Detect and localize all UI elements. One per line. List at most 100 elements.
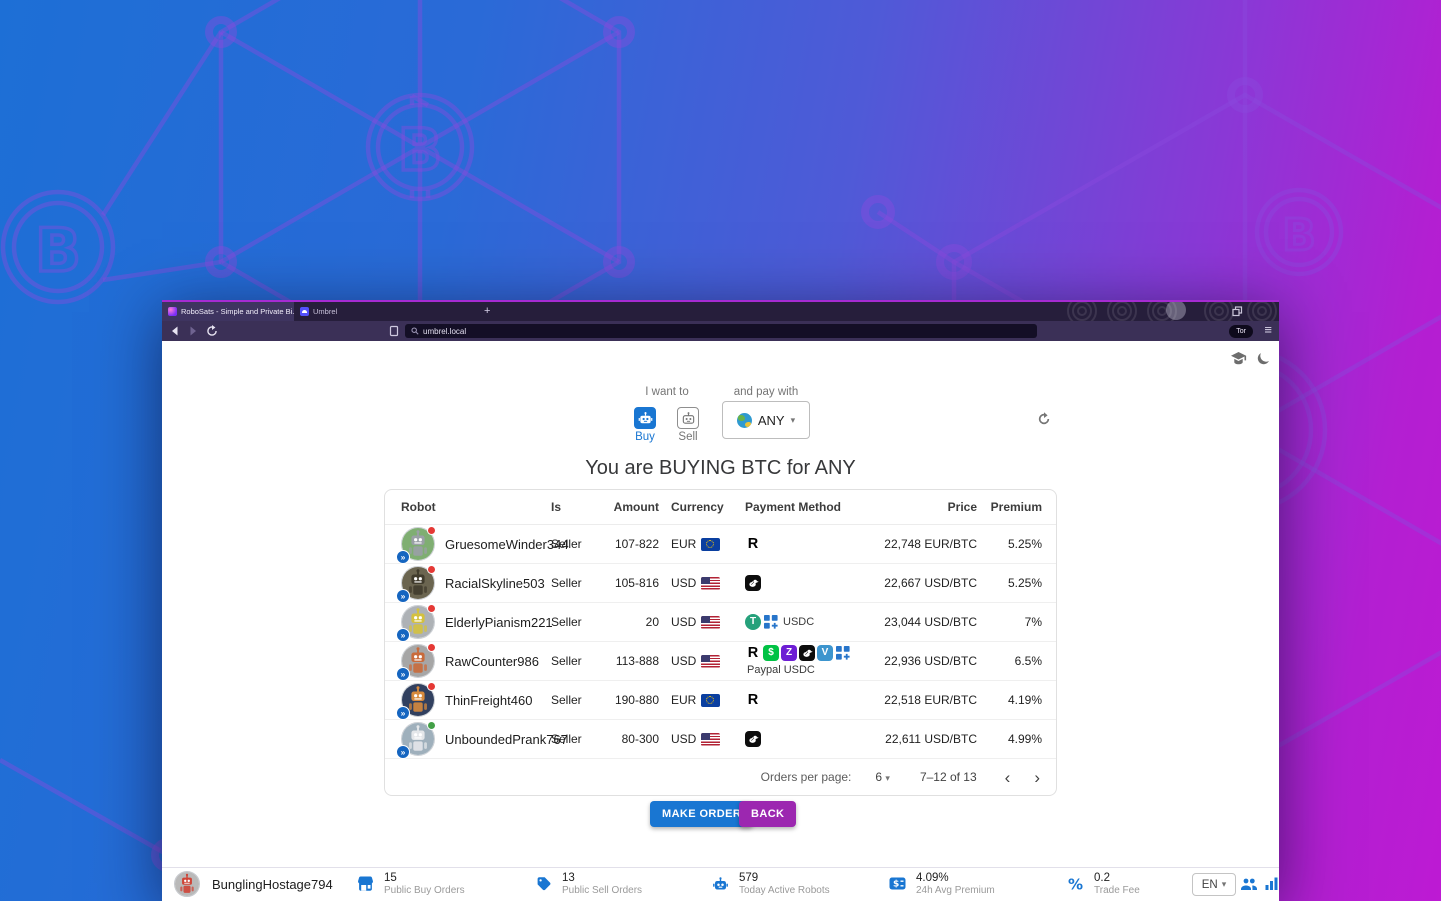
book-header: Robot Is Amount Currency Payment Method Price… — [385, 490, 1056, 525]
currency-flag-icon — [701, 654, 721, 668]
column-header-price[interactable]: Price — [877, 500, 977, 514]
bird-payment-icon — [799, 645, 815, 661]
order-price: 22,936 USD/BTC — [884, 654, 977, 668]
order-price: 22,748 EUR/BTC — [884, 537, 977, 551]
back-icon[interactable] — [169, 325, 181, 337]
learn-robosats-icon[interactable] — [1230, 351, 1247, 366]
robot-nickname: GruesomeWinder344 — [445, 536, 569, 552]
status-dot — [427, 643, 436, 652]
my-robot-avatar[interactable] — [174, 871, 200, 897]
stat-label: Today Active Robots — [739, 885, 830, 896]
order-type: Seller — [551, 693, 582, 707]
bird-payment-icon — [745, 731, 761, 747]
refresh-book-icon[interactable] — [1036, 411, 1052, 432]
robot-avatar: » — [396, 526, 436, 564]
payment-currency-select[interactable]: ANY ▾ — [722, 401, 810, 439]
order-currency: USD — [659, 576, 739, 590]
page-title: You are BUYING BTC for ANY — [585, 457, 856, 479]
url-bar[interactable]: umbrel.local — [405, 324, 1037, 338]
order-type: Seller — [551, 537, 582, 551]
back-button[interactable]: BACK — [739, 801, 797, 827]
squares-payment-icon — [763, 614, 779, 630]
language-select[interactable]: EN ▾ — [1192, 873, 1236, 896]
stat-label: Trade Fee — [1094, 885, 1140, 896]
venmo-payment-icon: V — [817, 645, 833, 661]
order-row[interactable]: » ThinFreight460 Seller 190-880 EUR R 22… — [385, 681, 1056, 720]
earned-badge-icon: » — [396, 667, 410, 681]
robot-nickname: ThinFreight460 — [445, 692, 533, 708]
buy-label: Buy — [635, 431, 655, 443]
forward-icon[interactable] — [187, 325, 199, 337]
language-value: EN — [1201, 878, 1218, 891]
avatar-image — [401, 644, 435, 678]
community-people-icon[interactable] — [1240, 876, 1258, 896]
new-tab-button[interactable]: + — [484, 305, 491, 317]
browser-tab-bar: RoboSats - Simple and Private Bi... × Um… — [162, 302, 1279, 321]
bird-payment-icon — [745, 575, 761, 591]
sell-toggle-button[interactable] — [677, 407, 699, 429]
robot-avatar: » — [396, 682, 436, 720]
status-dot — [427, 682, 436, 691]
tor-circuit-button[interactable]: Tor — [1229, 324, 1253, 338]
robot-nickname: RacialSkyline503 — [445, 575, 545, 591]
status-dot — [427, 721, 436, 730]
storefront-icon — [357, 876, 374, 897]
orders-per-page-label: Orders per page: — [760, 770, 852, 784]
order-row[interactable]: » ElderlyPianism221 Seller 20 USD T USDC… — [385, 603, 1056, 642]
stat-label: 24h Avg Premium — [916, 885, 995, 896]
order-row[interactable]: » GruesomeWinder344 Seller 107-822 EUR R… — [385, 525, 1056, 564]
make-order-button[interactable]: MAKE ORDER — [650, 801, 754, 827]
currency-flag-icon — [701, 693, 721, 707]
svg-text:B: B — [35, 216, 81, 286]
restore-window-icon[interactable] — [1232, 306, 1243, 317]
column-header-premium[interactable]: Premium — [977, 500, 1056, 514]
tab-umbrel[interactable]: Umbrel — [294, 302, 426, 321]
order-row[interactable]: » RawCounter986 Seller 113-888 USD R $ Z V… — [385, 642, 1056, 681]
order-row[interactable]: » RacialSkyline503 Seller 105-816 USD 22… — [385, 564, 1056, 603]
status-dot — [427, 604, 436, 613]
column-header-is[interactable]: Is — [551, 500, 599, 514]
robot-avatar: » — [396, 604, 436, 642]
sell-label: Sell — [678, 431, 698, 443]
payment-methods — [739, 731, 877, 747]
my-robot-nickname: BunglingHostage794 — [212, 877, 333, 892]
exchange-summary-chart-icon[interactable] — [1264, 876, 1279, 896]
column-header-payment-method[interactable]: Payment Method — [739, 500, 877, 514]
column-header-amount[interactable]: Amount — [599, 500, 659, 514]
reload-icon[interactable] — [206, 325, 218, 337]
payment-methods: R — [739, 536, 877, 552]
selected-currency: ANY — [757, 412, 785, 428]
i-want-to-label: I want to — [645, 386, 689, 398]
order-currency: USD — [659, 654, 739, 668]
chevron-down-icon: ▾ — [1221, 879, 1227, 889]
zelle-payment-icon: Z — [781, 645, 797, 661]
column-header-robot[interactable]: Robot — [385, 500, 551, 514]
buy-toggle-button[interactable] — [634, 407, 656, 429]
order-amount: 113-888 — [615, 654, 659, 668]
tab-robosats[interactable]: RoboSats - Simple and Private Bi... × — [162, 302, 294, 321]
chevron-down-icon: ▾ — [885, 773, 890, 783]
robot-avatar: » — [396, 643, 436, 681]
payment-method-text: Paypal USDC — [747, 664, 815, 676]
earned-badge-icon: » — [396, 745, 410, 759]
previous-page-icon[interactable]: ‹ — [1004, 767, 1011, 787]
next-page-icon[interactable]: › — [1034, 767, 1040, 787]
column-header-currency[interactable]: Currency — [659, 500, 739, 514]
bookmark-sidebar-icon[interactable] — [388, 325, 400, 337]
order-type: Seller — [551, 615, 582, 629]
currency-flag-icon — [701, 576, 721, 590]
currency-flag-icon — [701, 615, 721, 629]
order-premium: 4.19% — [1007, 693, 1042, 707]
book-rows: » GruesomeWinder344 Seller 107-822 EUR R… — [385, 525, 1056, 759]
robosats-page: I want to Buy Sell and pay with ANY ▾ — [162, 341, 1279, 867]
dark-mode-moon-icon[interactable] — [1256, 351, 1271, 366]
robot-nickname: UnboundedPrank767 — [445, 731, 568, 747]
order-currency: USD — [659, 615, 739, 629]
svg-text:$: $ — [893, 880, 899, 890]
order-premium: 7% — [1024, 615, 1042, 629]
hamburger-menu-icon[interactable]: ≡ — [1264, 322, 1272, 337]
order-row[interactable]: » UnboundedPrank767 Seller 80-300 USD 22… — [385, 720, 1056, 759]
order-currency: EUR — [659, 537, 739, 551]
per-page-select[interactable]: 6 ▾ — [875, 770, 890, 784]
status-dot — [427, 526, 436, 535]
